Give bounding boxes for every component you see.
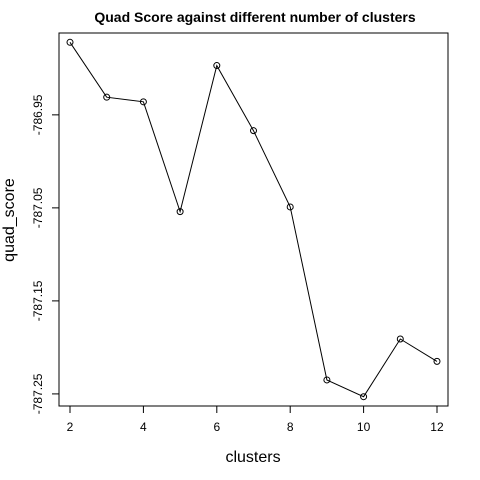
x-axis: 2 4 6 8 10 12	[67, 406, 444, 434]
data-point	[103, 93, 111, 101]
data-point	[360, 393, 368, 401]
data-point	[250, 127, 257, 135]
x-tick-label: 10	[357, 420, 371, 434]
y-axis-label: quad_score	[1, 178, 18, 262]
x-tick-label: 4	[140, 420, 147, 434]
data-point	[139, 98, 147, 106]
data-point	[286, 203, 294, 211]
x-tick-label: 6	[213, 420, 220, 434]
y-tick-label: -787.25	[31, 373, 45, 414]
y-tick-label: -786.95	[31, 94, 45, 135]
plot-frame	[58, 32, 449, 407]
data-point	[66, 38, 74, 46]
data-point	[323, 376, 331, 384]
x-tick-label: 2	[67, 420, 74, 434]
x-axis-label: clusters	[225, 449, 280, 466]
y-tick-label: -787.05	[31, 187, 45, 228]
y-tick-label: -787.15	[31, 280, 45, 321]
chart-title: Quad Score against different number of c…	[94, 9, 416, 25]
series-line	[69, 42, 438, 398]
x-tick-label: 12	[430, 420, 444, 434]
y-axis: -786.95 -787.05 -787.15 -787.25	[31, 94, 59, 414]
data-point	[433, 357, 441, 365]
data-point	[396, 335, 404, 343]
data-point	[176, 208, 184, 216]
x-tick-label: 8	[287, 420, 294, 434]
data-point	[213, 62, 221, 70]
data-points	[66, 38, 441, 401]
